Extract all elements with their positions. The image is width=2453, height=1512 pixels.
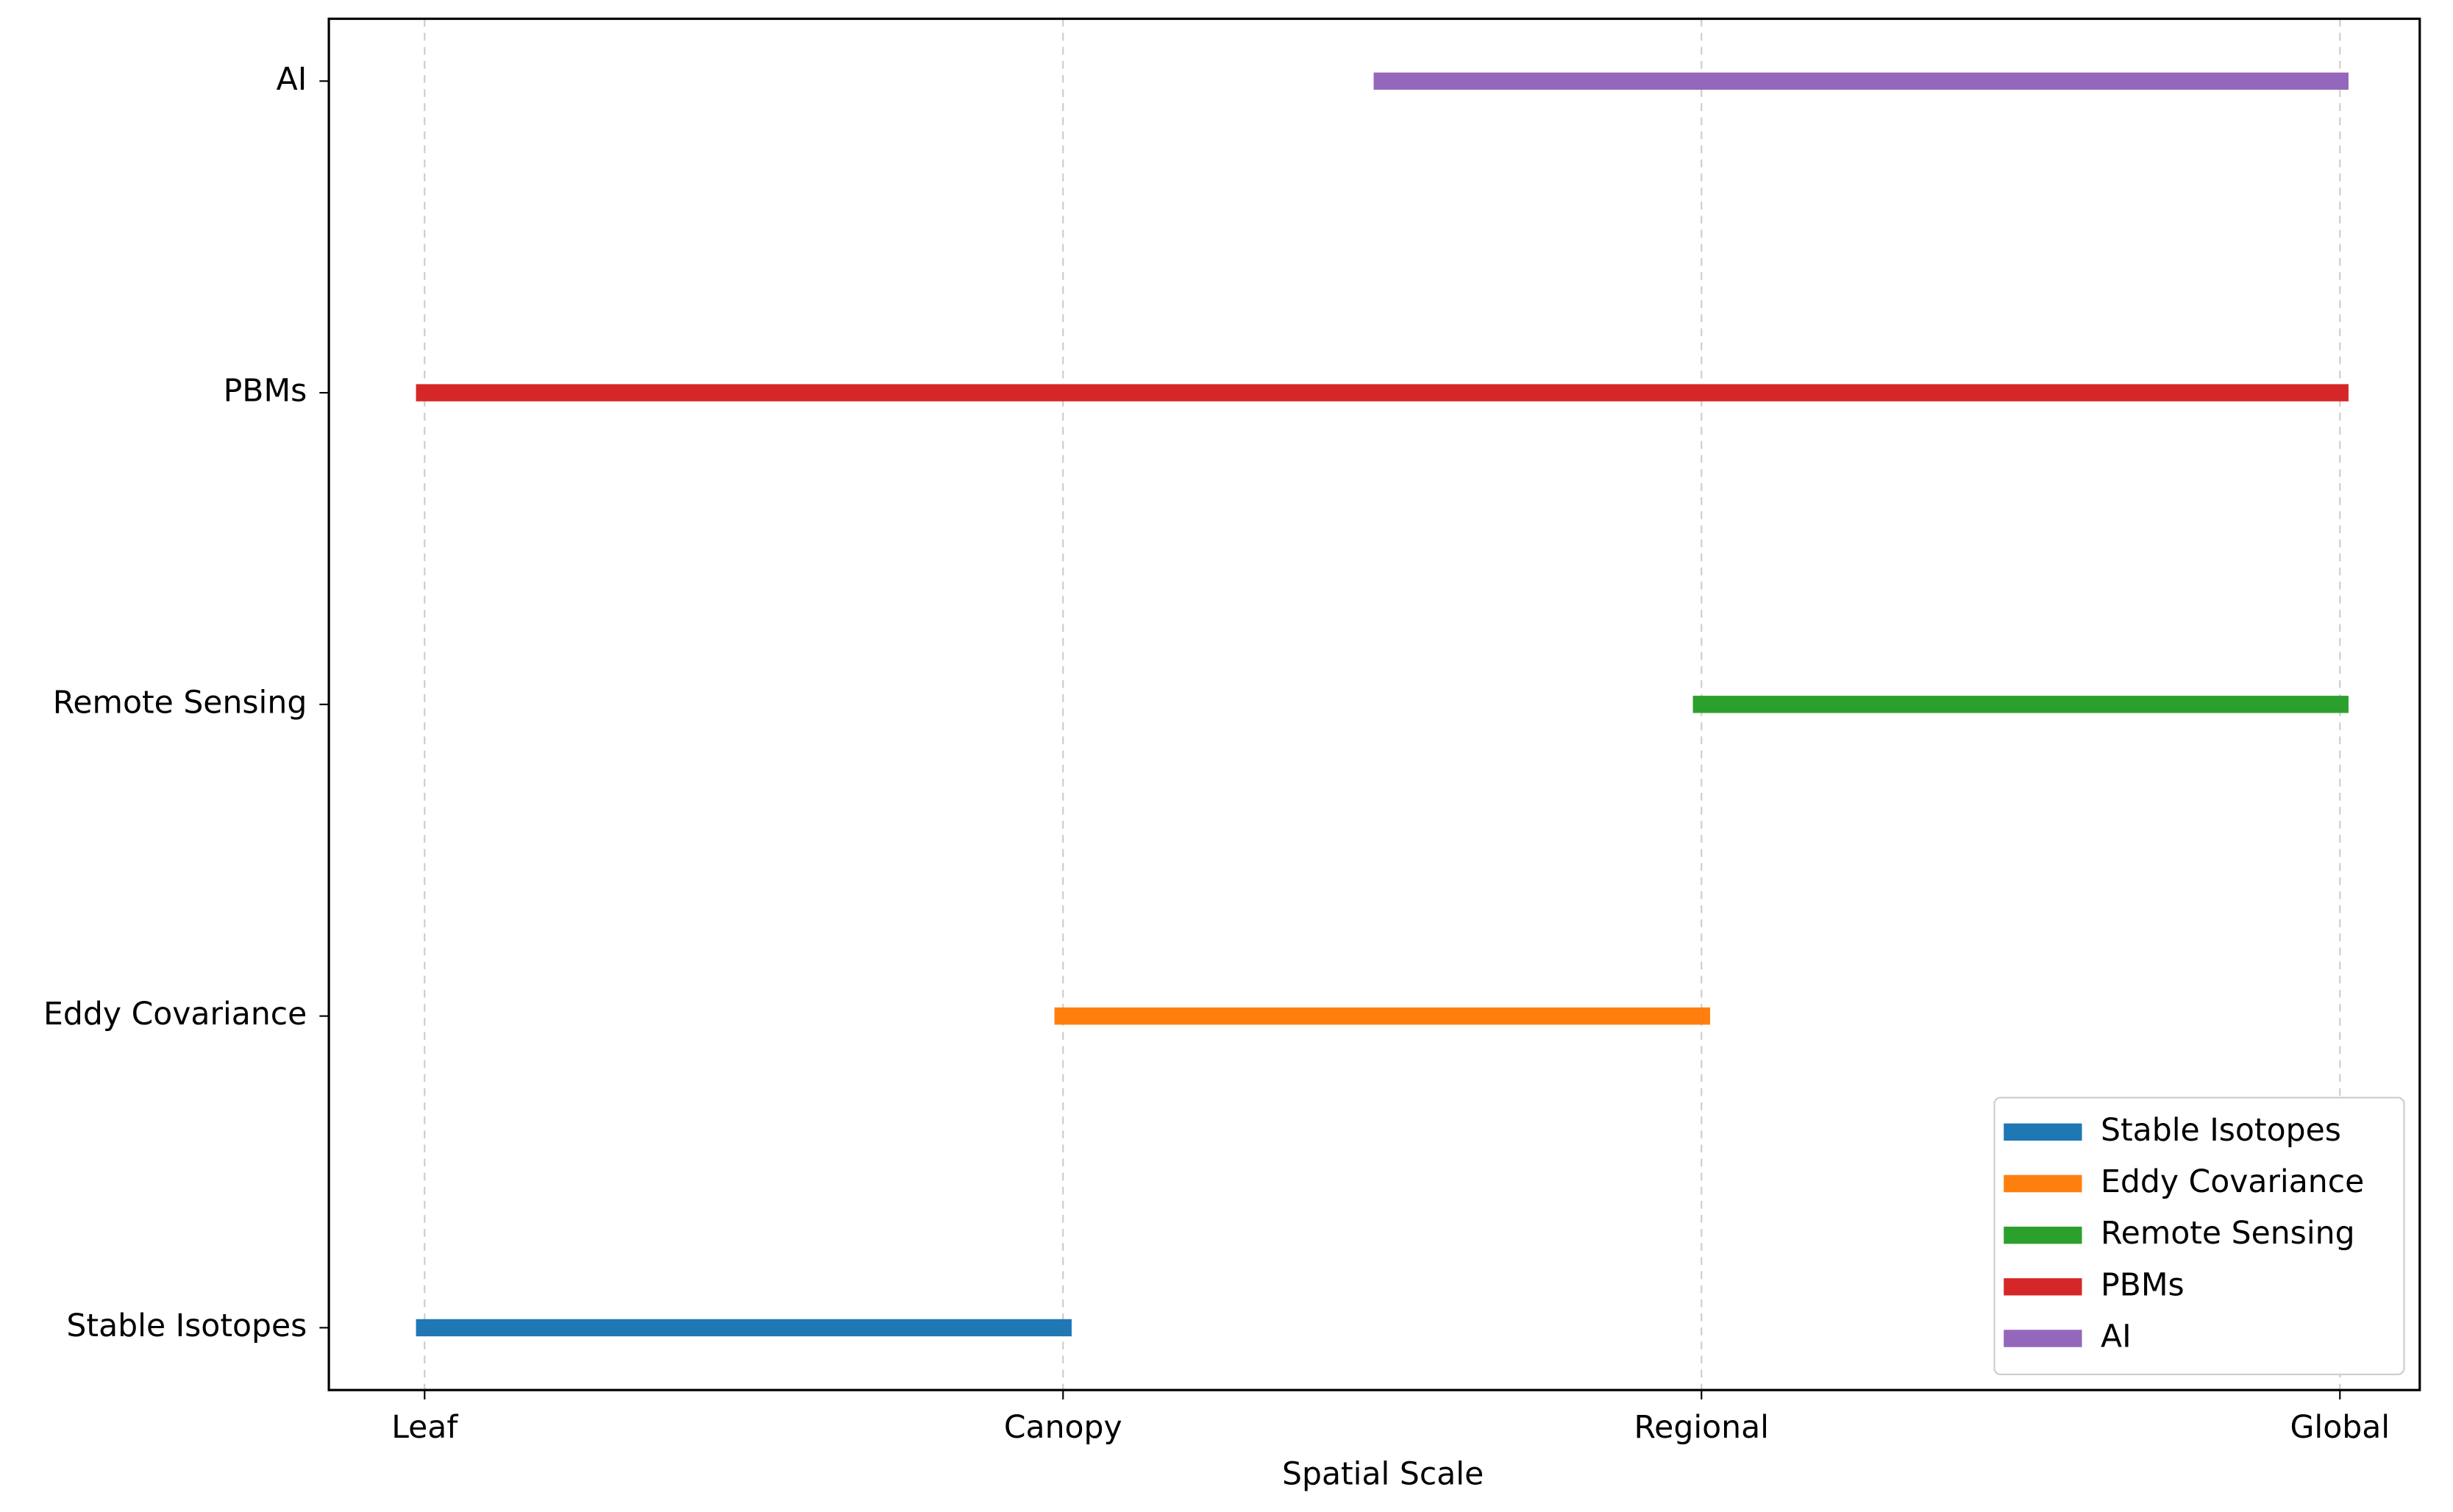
legend-label: PBMs [2101,1267,2185,1303]
legend-label: Eddy Covariance [2101,1164,2364,1200]
plot-frame [327,17,2421,1391]
legend-box [1993,1096,2405,1375]
x-tick-label: Global [2290,1410,2390,1446]
x-tick-label: Canopy [1004,1410,1122,1446]
y-tick-label: Remote Sensing [53,685,307,721]
x-axis-label: Spatial Scale [1282,1457,1484,1493]
x-tick-label: Leaf [391,1410,458,1446]
y-tick-label: AI [277,62,307,98]
legend-label: Stable Isotopes [2101,1113,2341,1149]
legend-label: AI [2101,1319,2132,1355]
y-tick-label: Stable Isotopes [66,1308,307,1344]
legend-label: Remote Sensing [2101,1216,2355,1252]
y-tick-label: PBMs [224,374,307,410]
x-tick-label: Regional [1634,1410,1769,1446]
y-tick-label: Eddy Covariance [43,996,307,1033]
